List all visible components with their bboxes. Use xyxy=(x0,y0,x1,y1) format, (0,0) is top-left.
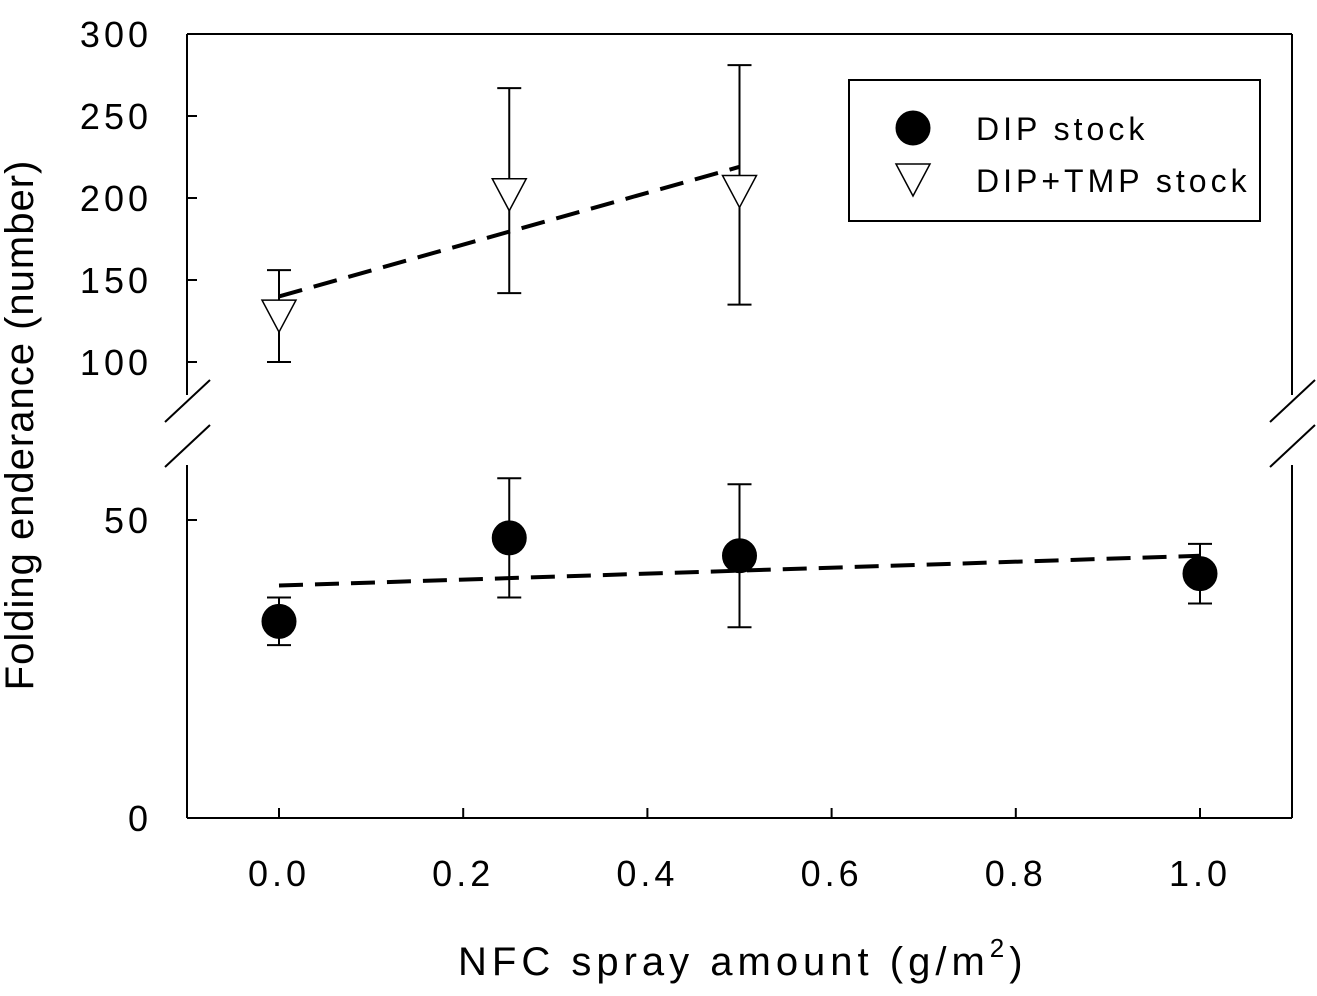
data-point-dip-tmp xyxy=(721,174,758,210)
axis-break-left-lower xyxy=(164,424,211,468)
y-tick-label: 100 xyxy=(80,342,152,383)
axis-break-right-lower xyxy=(1269,424,1316,468)
y-tick-label: 250 xyxy=(80,96,152,137)
x-tick-label: 0.4 xyxy=(616,853,678,894)
y-tick-label: 50 xyxy=(104,500,152,541)
legend-marker-dip xyxy=(895,110,931,146)
data-point-dip xyxy=(722,538,757,574)
axis-break-right-upper xyxy=(1269,379,1316,423)
legend-marker-dip-tmp xyxy=(894,163,932,198)
y-tick-label: 150 xyxy=(80,260,152,301)
x-axis: 0.0 0.2 0.4 0.6 0.8 1.0 xyxy=(248,808,1231,894)
data-point-dip-tmp xyxy=(491,177,528,213)
data-points xyxy=(260,174,1218,639)
legend-box xyxy=(848,79,1261,222)
x-axis-title: NFC spray amount (g/m2) xyxy=(458,933,1028,984)
data-point-dip xyxy=(261,603,297,639)
x-tick-label: 0.6 xyxy=(801,853,863,894)
y-tick-label: 300 xyxy=(80,14,152,55)
axis-titles: NFC spray amount (g/m2) Folding enderance… xyxy=(0,160,1028,984)
x-tick-label: 0.0 xyxy=(248,853,310,894)
legend-label: DIP+TMP stock xyxy=(976,163,1251,199)
y-axis-title: Folding enderance (number) xyxy=(0,160,42,691)
x-tick-label: 1.0 xyxy=(1169,853,1231,894)
legend-label: DIP stock xyxy=(976,111,1148,147)
data-point-dip-tmp xyxy=(260,299,298,334)
y-tick-label: 200 xyxy=(80,178,152,219)
data-point-dip xyxy=(1182,556,1218,592)
data-point-dip xyxy=(491,520,527,556)
y-tick-label: 0 xyxy=(128,798,152,839)
y-axis: 0 50 100 150 200 250 300 xyxy=(80,14,197,839)
trend-line xyxy=(278,553,1201,588)
x-tick-label: 0.2 xyxy=(432,853,494,894)
plot-frame xyxy=(164,33,1316,819)
axis-break-left-upper xyxy=(164,379,211,423)
x-tick-label: 0.8 xyxy=(985,853,1047,894)
legend: DIP stock DIP+TMP stock xyxy=(848,79,1261,222)
